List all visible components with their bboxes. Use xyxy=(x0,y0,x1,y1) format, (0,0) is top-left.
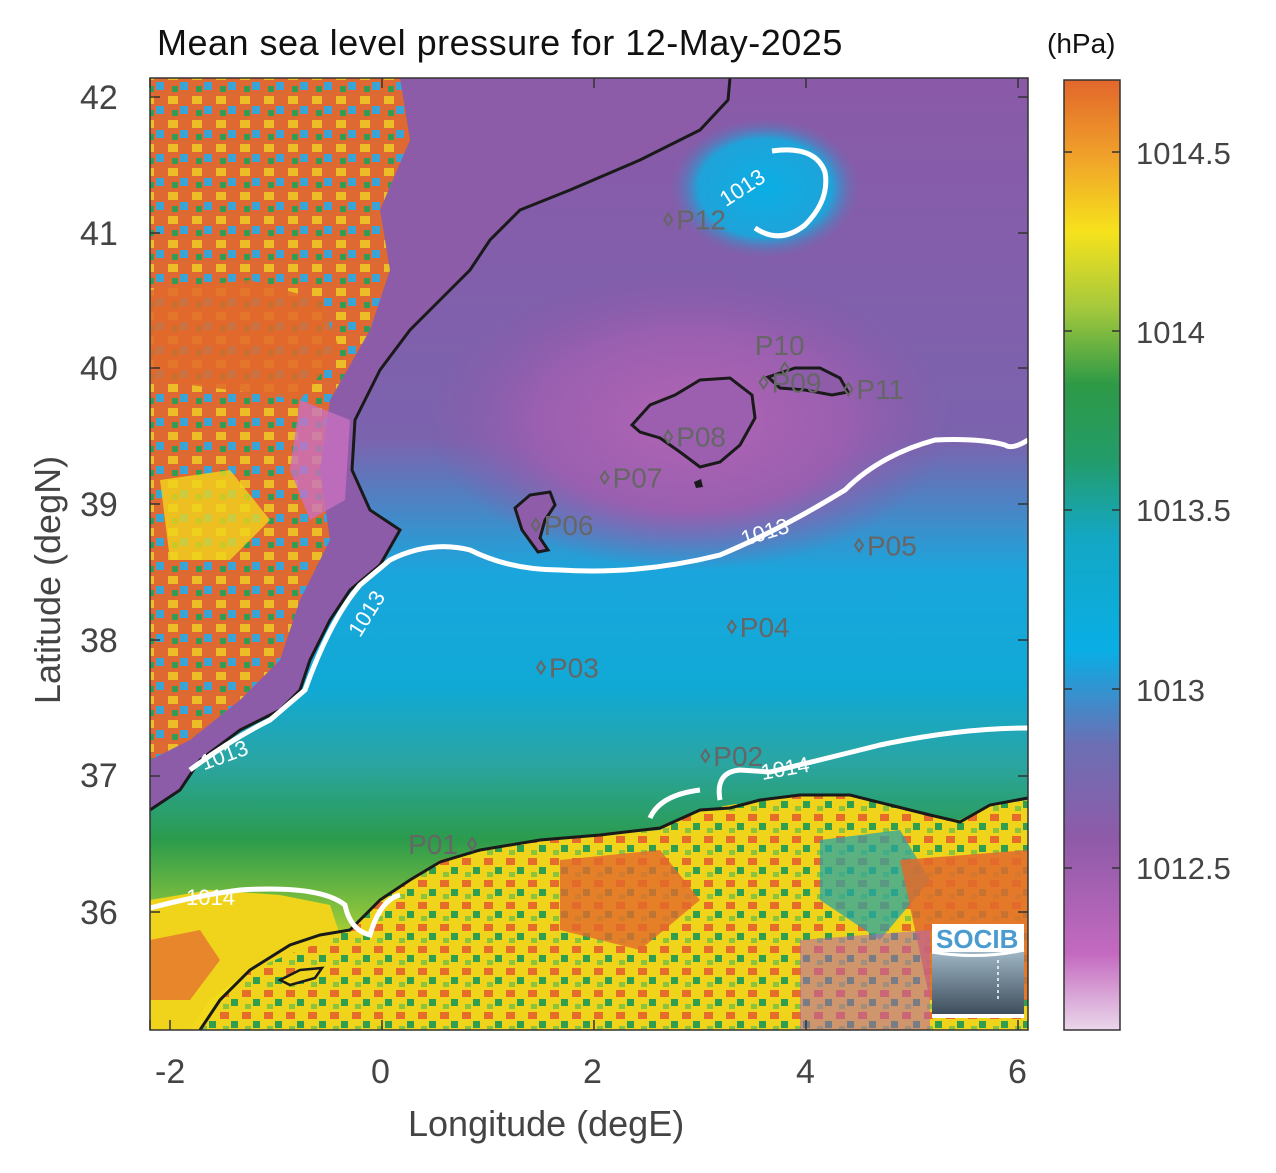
station-marker xyxy=(466,836,478,852)
contour-1013-north xyxy=(753,147,829,239)
x-tick-label: 6 xyxy=(1008,1053,1027,1091)
station-marker xyxy=(535,659,547,676)
station-marker xyxy=(726,619,738,635)
x-tick-label: 4 xyxy=(796,1053,815,1091)
iberia-interior xyxy=(150,78,410,760)
y-tick-label: 37 xyxy=(80,757,118,795)
station-label: P01 xyxy=(408,829,458,860)
map-plot-area: 1013 1013 1013 1013 1014 1014 P01P02P03P… xyxy=(149,77,1030,1031)
station-label: P08 xyxy=(676,422,726,453)
x-axis-label: Longitude (degE) xyxy=(408,1103,685,1144)
cabrera xyxy=(694,479,703,488)
alboran-island xyxy=(277,966,325,987)
ibiza xyxy=(513,490,557,554)
colorbar xyxy=(1063,79,1121,1031)
stations-layer: P01 P02 P03 P04 P05 P06 P07 P08 P09 P10 P11 P12 xyxy=(408,204,917,860)
y-tick-label: 36 xyxy=(80,894,118,932)
colorbar-tick-label: 1014 xyxy=(1136,315,1205,350)
socib-logo: SOCIB xyxy=(931,924,1025,1018)
station-marker xyxy=(662,211,674,228)
svg-text:SOCIB: SOCIB xyxy=(936,924,1018,954)
x-tick-label: -2 xyxy=(155,1053,186,1091)
colorbar-tick-label: 1013 xyxy=(1136,673,1205,708)
station-marker xyxy=(843,381,854,397)
station-marker xyxy=(662,428,674,445)
y-tick-label: 42 xyxy=(80,79,118,117)
station-label: P09 xyxy=(772,367,822,398)
station-marker xyxy=(779,360,791,377)
y-tick-label: 38 xyxy=(80,622,118,660)
station-label: P04 xyxy=(740,612,790,643)
page-title: Mean sea level pressure for 12-May-2025 xyxy=(157,22,843,63)
station-marker xyxy=(700,748,711,764)
colorbar-tick-label: 1014.5 xyxy=(1136,136,1231,171)
station-label: P06 xyxy=(544,510,594,541)
x-tick-label: 2 xyxy=(583,1053,602,1091)
colorbar-tick-label: 1013.5 xyxy=(1136,493,1231,528)
contour-label-1014: 1014 xyxy=(186,885,235,910)
station-marker xyxy=(530,517,541,533)
y-tick-label: 40 xyxy=(80,350,118,388)
station-label: P11 xyxy=(856,374,904,405)
tick-marks xyxy=(149,78,1028,1030)
contour-1014-south xyxy=(149,725,1029,939)
station-label: P10 xyxy=(755,330,805,361)
station-label: P12 xyxy=(676,204,726,235)
colorbar-tick-label: 1012.5 xyxy=(1136,851,1231,886)
station-label: P02 xyxy=(713,741,763,772)
station-marker xyxy=(853,537,865,554)
y-tick-label: 39 xyxy=(80,486,118,524)
station-label: P03 xyxy=(549,653,599,684)
mallorca xyxy=(629,376,757,469)
units-label: (hPa) xyxy=(1047,28,1116,59)
station-marker xyxy=(758,374,769,391)
x-tick-label: 0 xyxy=(371,1053,390,1091)
menorca xyxy=(765,366,851,397)
station-label: P05 xyxy=(867,530,917,561)
y-tick-label: 41 xyxy=(80,215,118,253)
africa-coastline xyxy=(198,793,1029,1031)
map-frame xyxy=(149,77,1029,1031)
contour-1013-main xyxy=(188,437,1030,773)
station-label: P07 xyxy=(613,462,663,493)
station-marker xyxy=(599,469,610,486)
